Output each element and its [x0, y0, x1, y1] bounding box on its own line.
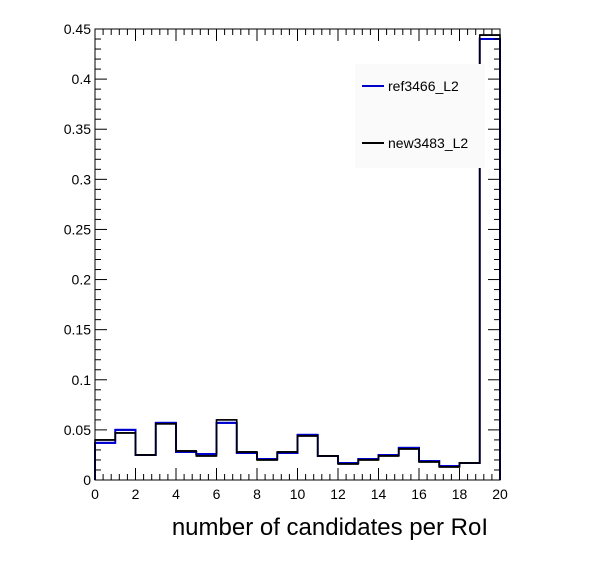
y-tick-label: 0.05	[64, 422, 91, 438]
x-tick-label: 18	[452, 486, 468, 502]
x-tick-label: 12	[330, 486, 346, 502]
legend: ref3466_L2 new3483_L2	[355, 64, 485, 168]
x-tick-label: 8	[253, 486, 261, 502]
y-tick-label: 0	[83, 472, 91, 488]
x-tick-label: 0	[91, 486, 99, 502]
y-tick-label: 0.15	[64, 322, 91, 338]
x-tick-label: 4	[172, 486, 180, 502]
legend-box	[355, 64, 485, 168]
x-tick-label: 20	[492, 486, 508, 502]
x-axis-title: number of candidates per RoI	[172, 514, 488, 541]
series-new3483_L2	[94, 34, 501, 480]
y-tick-label: 0.2	[72, 272, 92, 288]
y-tick-label: 0.45	[64, 21, 91, 37]
y-tick-label: 0.3	[72, 171, 92, 187]
y-tick-label: 0.25	[64, 221, 91, 237]
x-tick-label: 16	[411, 486, 427, 502]
y-tick-label: 0.35	[64, 121, 91, 137]
series-layer	[94, 34, 501, 480]
axis-layer: 0 2 4 6 8 10 12 14 16 18 20 0 0.05 0.1 0.15 0.2 0.25 0.3 0…	[64, 21, 508, 502]
series-line-new3483_L2	[94, 34, 501, 480]
y-tick-label: 0.4	[72, 71, 92, 87]
y-tick-label: 0.1	[72, 372, 92, 388]
legend-label-new3483: new3483_L2	[388, 135, 468, 151]
x-tick-label: 14	[371, 486, 387, 502]
x-tick-label: 10	[290, 486, 306, 502]
legend-label-ref3466: ref3466_L2	[388, 78, 459, 94]
x-tick-label: 2	[132, 486, 140, 502]
x-tick-label: 6	[213, 486, 221, 502]
